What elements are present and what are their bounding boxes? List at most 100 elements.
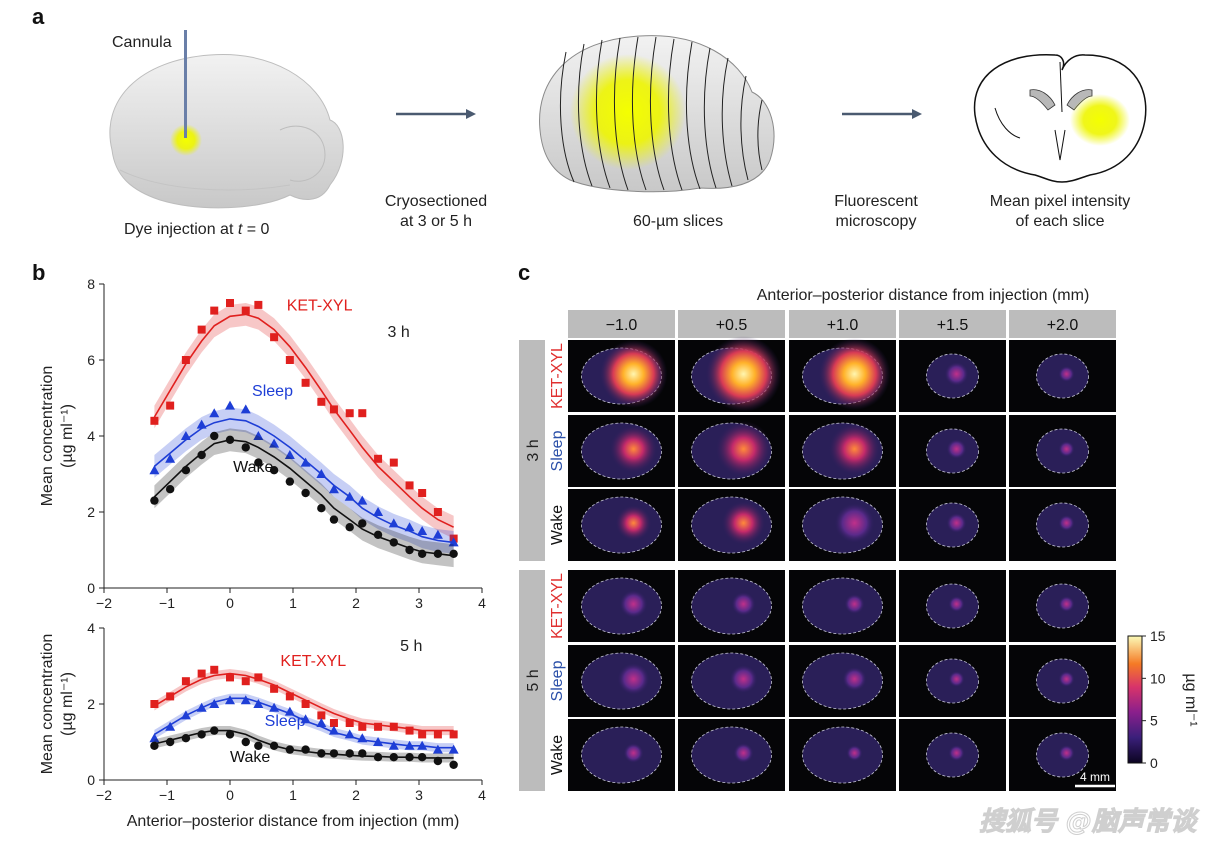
panel-a-letter: a [32, 4, 45, 29]
data-point-circle [358, 749, 367, 758]
row-label: Sleep [549, 430, 566, 471]
time-group-bg [519, 570, 545, 791]
data-point-circle [301, 488, 310, 498]
data-point-circle [405, 545, 414, 555]
data-point-square [285, 692, 294, 701]
panel-b: b Mean concentration (µg ml⁻¹) Mean conc… [32, 260, 486, 830]
data-point-circle [254, 458, 263, 467]
fluorescence-spot [946, 513, 967, 533]
fluorescence-spot [705, 336, 782, 412]
data-point-triangle [328, 725, 339, 735]
data-point-square [418, 489, 427, 497]
fluorescence-spot [818, 338, 891, 410]
confidence-band-ket-xyl [154, 303, 454, 539]
fluorescence-spot [1058, 366, 1075, 382]
data-point-circle [417, 549, 427, 558]
data-point-circle [389, 538, 398, 547]
svg-text:(µg ml⁻¹): (µg ml⁻¹) [59, 672, 76, 736]
time-group-label: 3 h [525, 439, 542, 461]
data-point-square [181, 356, 190, 364]
time-annotation: 3 h [388, 324, 410, 341]
data-point-circle [225, 730, 235, 739]
data-point-square [210, 665, 219, 674]
data-point-triangle [225, 400, 235, 410]
data-point-triangle [149, 733, 160, 743]
data-point-circle [150, 496, 159, 505]
data-point-triangle [316, 469, 327, 478]
data-point-circle [210, 726, 219, 735]
arrow2-caption-line1: Fluorescent [834, 193, 918, 210]
y-tick-label: 6 [87, 352, 95, 368]
data-point-triangle [225, 695, 235, 705]
data-point-triangle [240, 404, 251, 414]
data-point-triangle [432, 529, 443, 539]
data-point-triangle [149, 465, 160, 475]
data-point-triangle [196, 702, 207, 712]
data-point-square [374, 454, 383, 463]
data-point-square [358, 409, 367, 418]
y-tick-label: 0 [87, 580, 95, 596]
chart-3h: −2 −1 0 1 2 3 4 0 2 4 6 8 KET-XYL Sleep Wake 3 h [87, 276, 486, 611]
x-tick-label: −1 [159, 787, 175, 803]
time-group-bg [519, 340, 545, 561]
data-point-square [345, 409, 354, 418]
x-tick-label: −2 [96, 595, 112, 611]
row-label-text: Wake [549, 735, 566, 775]
data-point-circle [373, 753, 383, 762]
colorbar-gradient [1127, 635, 1143, 764]
row-label-text: Sleep [549, 430, 566, 471]
data-point-circle [181, 466, 191, 475]
coronal-section-illustration: Mean pixel intensity of each slice [973, 54, 1147, 230]
brain-slice-outline [802, 652, 883, 710]
fluorescence-spot [948, 596, 965, 612]
data-point-circle [197, 730, 206, 739]
row-label: Sleep [549, 660, 566, 701]
data-point-triangle [300, 457, 311, 467]
data-point-triangle [196, 419, 207, 429]
fluorescence-spot [729, 665, 758, 693]
column-header-label: +1.0 [827, 317, 859, 334]
cannula-icon [184, 30, 187, 138]
column-header-label: +0.5 [716, 317, 748, 334]
colorbar-label: µg ml⁻¹ [1182, 673, 1199, 726]
colorbar-tick-label: 10 [1150, 670, 1166, 686]
fluorescence-spot [828, 423, 881, 475]
row-label: KET-XYL [549, 343, 566, 409]
y-tick-label: 8 [87, 276, 95, 292]
panel-c: c Anterior–posterior distance from injec… [518, 260, 1199, 791]
scale-bar-label: 4 mm [1080, 770, 1110, 784]
fluorescence-spot [623, 743, 644, 763]
microscopy-grid: 4 mm [568, 336, 1116, 791]
arrow1-caption-line1: Cryosectioned [385, 193, 487, 210]
brain-slice-outline [691, 577, 772, 635]
colorbar-ticks: 15 10 5 0 [1142, 628, 1166, 771]
data-point-circle [285, 477, 295, 486]
fluorescence-spot [733, 743, 754, 763]
data-point-triangle [388, 740, 399, 750]
watermark: 搜狐号 @脑声常谈 [979, 807, 1200, 837]
fluorescence-spot [842, 667, 867, 691]
series-label-wake: Wake [230, 749, 270, 766]
data-point-square [166, 692, 175, 701]
data-point-square [301, 378, 310, 387]
column-headers: −1.0 +0.5 +1.0 +1.5 +2.0 [568, 310, 1116, 338]
y-tick-label: 2 [87, 696, 95, 712]
data-point-triangle [417, 740, 428, 750]
brain-slice-outline [802, 726, 883, 784]
row-label: Wake [549, 505, 566, 545]
data-point-square [329, 405, 338, 414]
step3-caption-line2: of each slice [1016, 213, 1105, 230]
column-header-bg [899, 310, 1006, 338]
row-label: KET-XYL [549, 573, 566, 639]
arrow2-caption-line2: microscopy [836, 213, 917, 230]
row-label-text: KET-XYL [549, 343, 566, 409]
fluorescence-spot [844, 594, 865, 614]
svg-text:Mean concentration: Mean concentration [39, 634, 56, 775]
data-point-circle [269, 741, 279, 750]
data-point-triangle [357, 495, 368, 505]
data-point-square [317, 397, 326, 406]
svg-text:µg ml⁻¹: µg ml⁻¹ [1182, 673, 1199, 726]
data-point-square [226, 299, 234, 307]
data-point-triangle [269, 438, 280, 448]
